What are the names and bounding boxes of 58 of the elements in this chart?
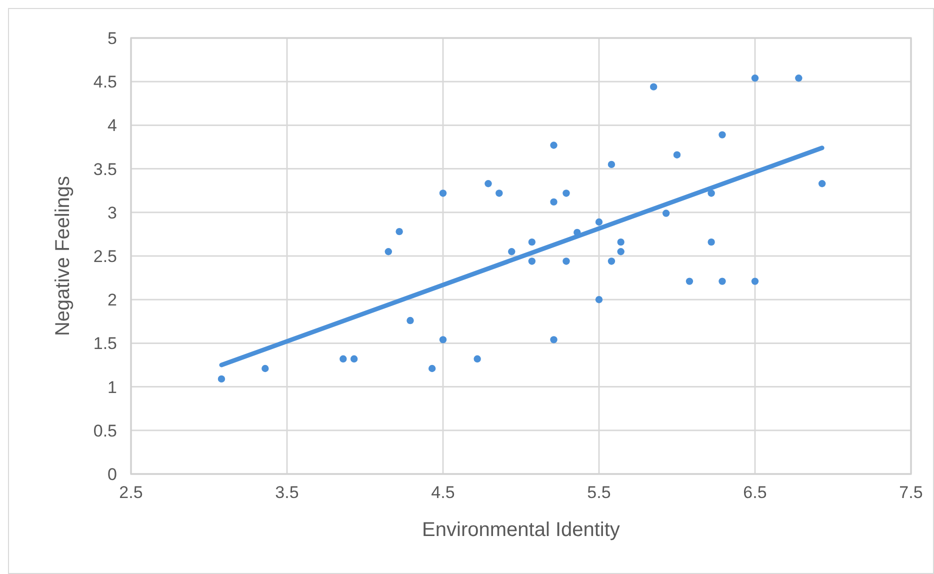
x-tick-label: 2.5 [119, 483, 143, 502]
y-tick-label: 1 [108, 378, 117, 397]
point [818, 180, 826, 188]
y-tick-label: 0.5 [93, 421, 117, 440]
point [708, 190, 715, 197]
point [562, 190, 570, 197]
point [550, 198, 558, 206]
point [350, 355, 358, 362]
point [340, 355, 347, 362]
point [439, 190, 447, 197]
point [751, 278, 759, 285]
x-tick-label: 4.5 [431, 483, 455, 502]
point [484, 180, 492, 188]
point [528, 238, 536, 246]
point [550, 142, 558, 149]
point [718, 278, 726, 285]
point [608, 160, 616, 168]
y-tick-label: 3 [108, 203, 117, 222]
point [608, 258, 616, 265]
point [218, 375, 226, 383]
point [396, 228, 403, 236]
x-axis-title: Environmental Identity [422, 519, 620, 541]
point [617, 238, 624, 246]
point [662, 210, 670, 217]
y-tick-label: 3.5 [93, 160, 117, 179]
point [650, 83, 658, 90]
y-axis-title: Negative Feelings [52, 176, 74, 336]
x-tick-label: 6.5 [743, 483, 767, 502]
y-tick-label: 5 [108, 28, 117, 48]
point [550, 336, 558, 344]
point [384, 248, 392, 256]
point [708, 238, 715, 246]
x-tick-label: 3.5 [275, 483, 299, 502]
point [673, 151, 681, 158]
point [795, 74, 802, 82]
point [595, 218, 603, 226]
y-tick-label: 4.5 [93, 72, 117, 92]
y-tick-label: 2 [108, 290, 117, 310]
y-tick-label: 4 [108, 116, 117, 136]
point [718, 131, 726, 138]
point [496, 190, 503, 197]
y-tick-label: 1.5 [93, 334, 117, 354]
point [686, 278, 694, 285]
point [562, 258, 570, 265]
point [439, 336, 447, 344]
point [508, 248, 516, 256]
point [406, 316, 414, 324]
point [617, 248, 624, 256]
point [751, 74, 759, 82]
y-tick-label: 0 [108, 464, 117, 484]
point [474, 355, 481, 362]
point [595, 296, 603, 304]
point [428, 364, 436, 372]
point [528, 258, 536, 265]
y-tick-label: 2.5 [93, 246, 117, 266]
point [262, 364, 269, 372]
x-tick-label: 5.5 [587, 483, 611, 502]
x-tick-label: 7.5 [899, 483, 923, 502]
